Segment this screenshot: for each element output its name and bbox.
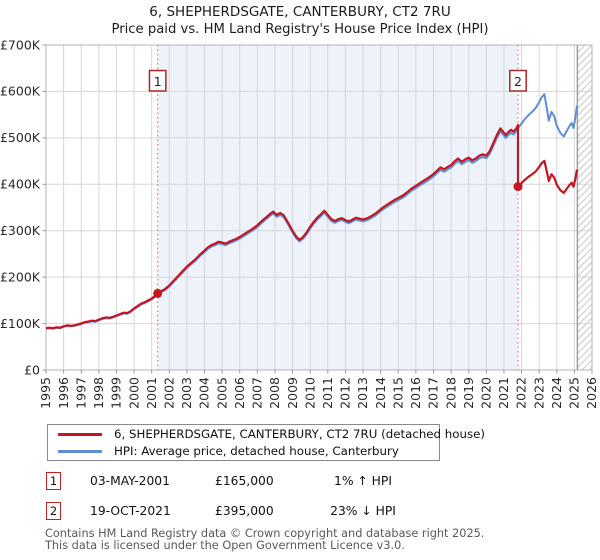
sale-1-date: 03-MAY-2001	[90, 474, 170, 488]
svg-text:2003: 2003	[179, 377, 194, 409]
svg-text:2008: 2008	[267, 377, 282, 409]
svg-text:2004: 2004	[197, 377, 212, 409]
sale-2-number-badge: 2	[46, 502, 61, 520]
svg-text:£300K: £300K	[0, 223, 41, 238]
copyright-footer: Contains HM Land Registry data © Crown c…	[45, 528, 484, 551]
sale-2-date: 19-OCT-2021	[90, 504, 171, 518]
sale-1-point	[153, 288, 163, 298]
sale-2-hpi-diff: 23% ↓ HPI	[330, 504, 396, 518]
svg-text:£200K: £200K	[0, 269, 41, 284]
sale-2-marker-label: 2	[514, 74, 522, 89]
svg-text:2001: 2001	[144, 377, 159, 409]
between-sales-shaded-region	[157, 45, 519, 370]
svg-text:2005: 2005	[214, 377, 229, 409]
svg-text:2021: 2021	[496, 377, 511, 409]
gridlines	[45, 44, 593, 371]
svg-text:2013: 2013	[355, 377, 370, 409]
svg-text:2017: 2017	[426, 377, 441, 409]
x-axis-labels: 1995 1996 1997 1998 1999 2000 2001 2002 2003 2004…	[38, 377, 599, 409]
svg-text:£0: £0	[24, 362, 40, 377]
svg-text:£700K: £700K	[0, 37, 41, 52]
sale-1-hpi-diff: 1% ↑ HPI	[334, 474, 392, 488]
svg-text:2000: 2000	[126, 377, 141, 409]
svg-text:2022: 2022	[514, 377, 529, 409]
footer-line-1: Contains HM Land Registry data © Crown c…	[45, 527, 485, 540]
svg-text:£500K: £500K	[0, 130, 41, 145]
legend-item-hpi: HPI: Average price, detached house, Cant…	[58, 444, 439, 458]
svg-text:1998: 1998	[91, 377, 106, 409]
svg-text:£100K: £100K	[0, 316, 41, 331]
page-title: 6, SHEPHERDSGATE, CANTERBURY, CT2 7RU	[149, 4, 451, 20]
price-paid-line-swatch	[58, 432, 102, 436]
svg-text:1997: 1997	[73, 377, 88, 409]
sale-1-number-badge: 1	[46, 472, 61, 490]
sale-annotation-row-1: 1 03-MAY-2001 £165,000 1% ↑ HPI	[46, 472, 466, 492]
svg-text:1996: 1996	[56, 377, 71, 409]
sale-1-marker-box	[148, 69, 167, 92]
svg-text:2012: 2012	[338, 377, 353, 409]
svg-text:2009: 2009	[285, 377, 300, 409]
plot-border	[45, 44, 593, 371]
svg-text:2007: 2007	[250, 377, 265, 409]
svg-text:2014: 2014	[373, 377, 388, 409]
footer-line-2: This data is licensed under the Open Gov…	[45, 538, 405, 552]
svg-text:1995: 1995	[38, 377, 53, 409]
svg-text:2025: 2025	[567, 377, 582, 409]
price-history-chart: 1 2 £0 £100K £200K £300K £400K £500K £600K £700K 1…	[0, 37, 599, 409]
svg-text:2016: 2016	[408, 377, 423, 409]
svg-text:2026: 2026	[584, 377, 599, 409]
chart-legend: 6, SHEPHERDSGATE, CANTERBURY, CT2 7RU (d…	[47, 424, 485, 461]
sale-2-price: £395,000	[215, 504, 274, 518]
y-axis-labels: £0 £100K £200K £300K £400K £500K £600K £700K	[0, 37, 41, 377]
hpi-line-swatch	[58, 449, 102, 453]
svg-text:2006: 2006	[232, 377, 247, 409]
svg-text:£600K: £600K	[0, 84, 41, 99]
svg-text:2023: 2023	[531, 377, 546, 409]
sale-annotation-row-2: 2 19-OCT-2021 £395,000 23% ↓ HPI	[46, 502, 466, 522]
svg-text:2024: 2024	[549, 377, 564, 409]
svg-text:2002: 2002	[161, 377, 176, 409]
svg-text:2011: 2011	[320, 377, 335, 409]
future-hatched-region	[577, 45, 592, 370]
svg-text:2019: 2019	[461, 377, 476, 409]
svg-text:1999: 1999	[109, 377, 124, 409]
svg-text:2015: 2015	[390, 377, 405, 409]
sale-2-point	[513, 182, 523, 192]
sale-1-price: £165,000	[215, 474, 274, 488]
price-paid-line	[45, 123, 579, 330]
svg-text:2018: 2018	[443, 377, 458, 409]
sale-2-marker-box	[509, 69, 527, 92]
svg-text:2020: 2020	[479, 377, 494, 409]
page-subtitle: Price paid vs. HM Land Registry's House …	[111, 22, 489, 37]
legend-label-hpi: HPI: Average price, detached house, Cant…	[114, 444, 399, 458]
legend-item-price-paid: 6, SHEPHERDSGATE, CANTERBURY, CT2 7RU (d…	[58, 427, 485, 441]
svg-text:£400K: £400K	[0, 177, 41, 192]
legend-label-price-paid: 6, SHEPHERDSGATE, CANTERBURY, CT2 7RU (d…	[114, 427, 485, 441]
svg-text:2010: 2010	[302, 377, 317, 409]
sale-1-marker-label: 1	[154, 74, 162, 89]
